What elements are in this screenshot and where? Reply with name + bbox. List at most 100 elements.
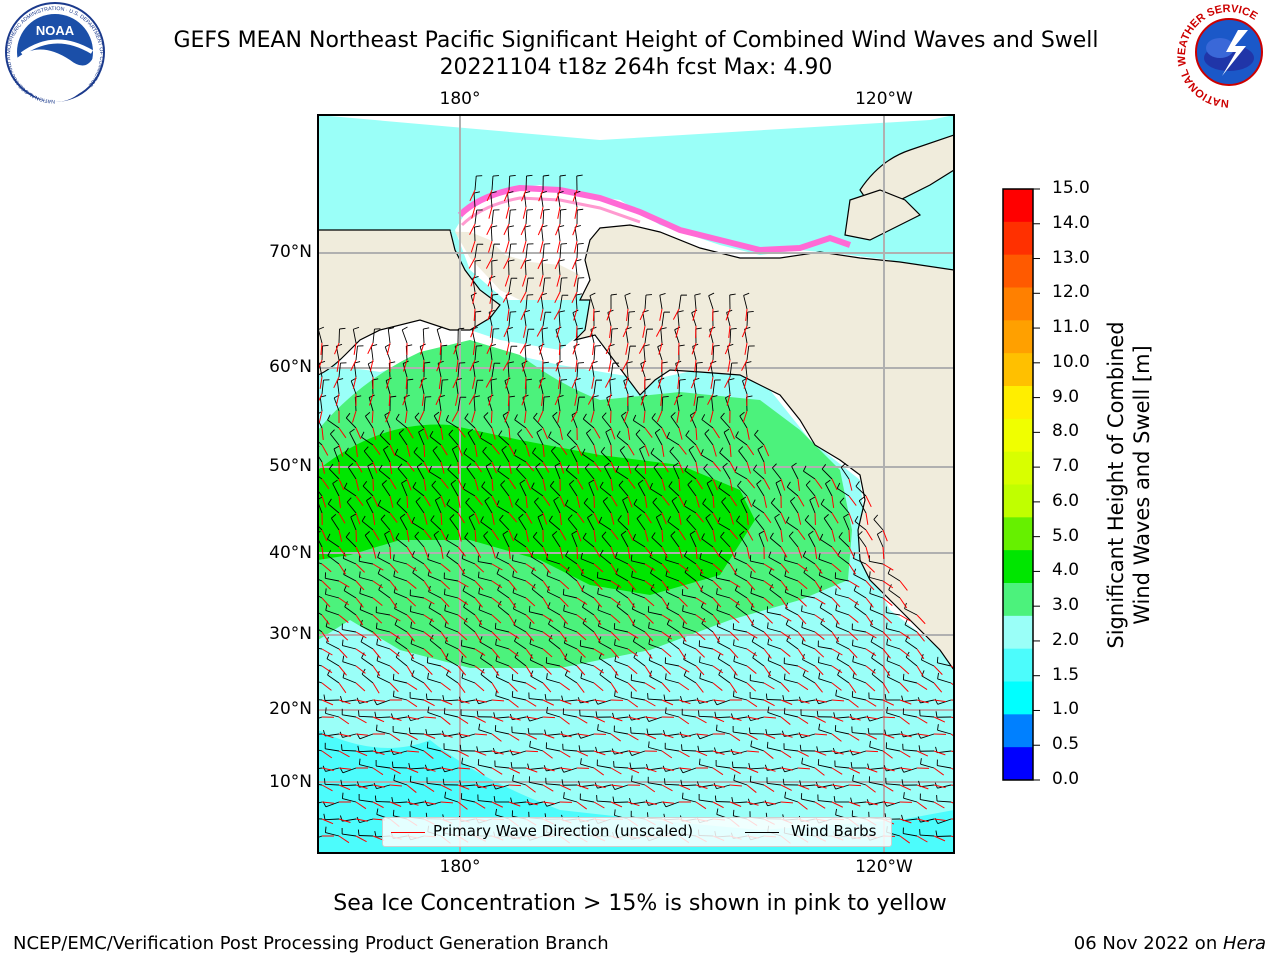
wind-barb	[462, 590, 476, 599]
wind-barb	[444, 610, 459, 616]
wind-barb-flag	[748, 763, 751, 770]
wind-barb	[531, 588, 544, 599]
wave-arrow	[355, 733, 368, 736]
wind-barb	[597, 784, 612, 789]
wind-barb-flag	[353, 326, 360, 330]
wave-arrow	[439, 342, 442, 356]
wave-arrow	[559, 750, 571, 758]
wind-barb	[651, 537, 663, 548]
wave-arrow	[660, 393, 663, 406]
wind-barb-flag	[903, 792, 905, 799]
wave-arrow	[882, 546, 885, 560]
wind-barb	[666, 607, 680, 616]
wind-barb	[703, 468, 714, 480]
wave-arrow	[338, 444, 344, 457]
wave-arrow	[763, 648, 772, 659]
wind-barb-flag	[395, 635, 399, 642]
wave-arrow	[746, 716, 759, 720]
wind-barb	[644, 295, 647, 310]
wind-barb	[803, 470, 816, 480]
wave-arrow	[831, 597, 841, 608]
wave-arrow	[712, 512, 720, 524]
wind-barb	[678, 379, 681, 395]
wind-barb	[606, 397, 612, 412]
wave-arrow	[355, 631, 367, 639]
wind-barb	[589, 295, 595, 310]
wind-barb	[491, 176, 494, 191]
wave-arrow	[338, 529, 343, 542]
wave-arrow	[469, 359, 476, 372]
wave-arrow	[763, 801, 776, 805]
wave-arrow	[712, 444, 717, 457]
wind-barb	[541, 329, 544, 344]
wind-barb-flag	[733, 655, 736, 662]
wind-barb	[411, 522, 425, 531]
wave-arrow	[661, 597, 669, 609]
wind-barb-flag	[342, 552, 346, 559]
wind-barb	[921, 659, 935, 667]
wind-barb	[886, 712, 901, 718]
wind-barb-flag	[327, 669, 331, 676]
wind-barb	[336, 380, 340, 395]
wind-barb	[598, 625, 612, 633]
colorbar-label-line2: Wind Waves and Swell [m]	[1130, 345, 1154, 625]
wind-barb-flag	[735, 601, 740, 607]
wave-arrow	[712, 529, 716, 542]
wind-barb-flag	[737, 480, 742, 487]
wind-barb	[546, 767, 561, 772]
wind-barb	[654, 432, 663, 446]
wind-barb-flag	[901, 779, 904, 786]
wind-barb-flag	[446, 550, 450, 556]
wind-barb-flag	[757, 445, 764, 450]
wind-barb-flag	[570, 445, 576, 450]
wave-arrow	[950, 665, 954, 669]
wave-arrow	[814, 733, 828, 736]
wind-barb-flag	[599, 481, 604, 488]
wave-arrow	[389, 512, 398, 523]
wind-barb-flag	[743, 292, 750, 296]
wind-barb	[904, 608, 918, 616]
wave-arrow	[746, 665, 757, 674]
wind-barb	[650, 589, 663, 599]
wave-arrow	[423, 665, 433, 675]
wave-arrow	[644, 614, 654, 624]
wave-arrow	[899, 597, 908, 609]
wind-barb-flag	[476, 746, 479, 753]
wave-arrow	[831, 767, 843, 775]
wind-barb-flag	[736, 515, 741, 522]
wind-barb-flag	[537, 513, 544, 518]
wind-barb-flag	[679, 379, 686, 381]
wind-barb	[565, 555, 578, 565]
wave-arrow	[555, 223, 561, 236]
wind-barb	[427, 678, 442, 684]
wave-arrow	[423, 767, 436, 772]
wind-barb-flag	[358, 710, 360, 717]
colorbar-segment	[1003, 550, 1033, 584]
wind-barb-flag	[483, 531, 489, 537]
wave-arrow	[388, 393, 391, 407]
wind-barb-flag	[694, 293, 701, 296]
wind-barb-flag	[309, 673, 310, 679]
wind-barb-flag	[427, 553, 430, 560]
wind-barb	[564, 658, 578, 667]
colorbar-segment	[1003, 615, 1033, 650]
wind-barb	[495, 750, 510, 755]
wind-barb-flag	[749, 775, 752, 782]
wave-arrow	[576, 444, 583, 457]
wind-barb	[886, 644, 901, 650]
wave-arrow	[622, 325, 629, 338]
wind-barb-flag	[885, 622, 888, 629]
wave-arrow	[797, 563, 809, 572]
wave-arrow	[780, 699, 793, 705]
wave-arrow	[355, 495, 364, 507]
wind-barb-flag	[683, 550, 688, 557]
wind-barb-flag	[393, 554, 395, 561]
wave-arrow	[814, 665, 824, 676]
wind-barb	[809, 499, 816, 514]
wave-arrow	[593, 427, 601, 439]
wind-barb	[682, 610, 697, 616]
wind-barb-flag	[518, 513, 524, 519]
wind-barb-flag	[711, 395, 718, 398]
wind-barb	[429, 623, 442, 633]
wind-barb-flag	[753, 464, 758, 471]
